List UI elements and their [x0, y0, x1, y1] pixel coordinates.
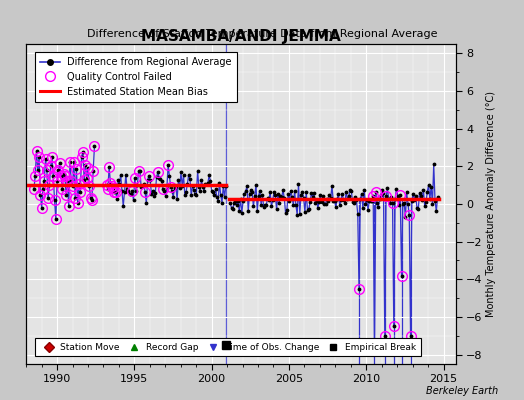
Text: Difference of Station Temperature Data from Regional Average: Difference of Station Temperature Data f…: [87, 29, 437, 39]
Text: Berkeley Earth: Berkeley Earth: [425, 386, 498, 396]
Y-axis label: Monthly Temperature Anomaly Difference (°C): Monthly Temperature Anomaly Difference (…: [486, 91, 496, 317]
Title: MASAMBA/ANDI JEMMA: MASAMBA/ANDI JEMMA: [141, 29, 341, 44]
Legend: Station Move, Record Gap, Time of Obs. Change, Empirical Break: Station Move, Record Gap, Time of Obs. C…: [35, 338, 421, 356]
